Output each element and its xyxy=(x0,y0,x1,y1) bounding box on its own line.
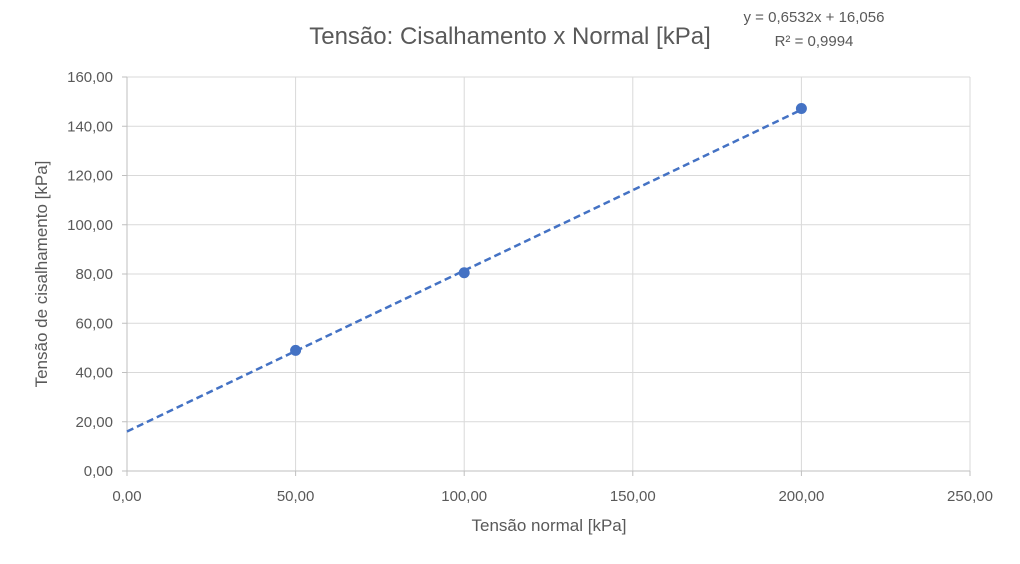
x-tick-label: 250,00 xyxy=(947,488,993,505)
data-point xyxy=(795,103,807,115)
x-tick-label: 200,00 xyxy=(778,488,824,505)
y-tick-label: 60,00 xyxy=(75,315,113,332)
y-tick-labels: 0,00 20,00 40,00 60,00 80,00 100,00 120,00 140,… xyxy=(67,69,113,480)
y-tick-label: 20,00 xyxy=(75,414,113,431)
y-tick-label: 160,00 xyxy=(67,69,113,86)
x-axis-label: Tensão normal [kPa] xyxy=(472,516,627,535)
y-axis-label: Tensão de cisalhamento [kPa] xyxy=(32,161,51,388)
gridlines xyxy=(127,76,971,471)
trendline-r-squared: R² = 0,9994 xyxy=(775,33,854,50)
chart-title: Tensão: Cisalhamento x Normal [kPa] xyxy=(309,23,711,50)
x-tick-labels: 0,00 50,00 100,00 150,00 200,00 250,00 xyxy=(112,488,993,505)
x-tick-label: 0,00 xyxy=(112,488,141,505)
data-point xyxy=(458,267,470,279)
data-points xyxy=(290,103,807,356)
y-tick-label: 0,00 xyxy=(84,463,113,480)
y-tick-label: 40,00 xyxy=(75,365,113,382)
y-tick-label: 100,00 xyxy=(67,217,113,234)
axes xyxy=(122,76,971,476)
trendline xyxy=(126,108,802,433)
x-tick-label: 50,00 xyxy=(277,488,315,505)
x-tick-label: 150,00 xyxy=(610,488,656,505)
x-tick-label: 100,00 xyxy=(441,488,487,505)
trendline-equation: y = 0,6532x + 16,056 xyxy=(744,9,885,26)
data-point xyxy=(290,344,302,356)
trendline-path xyxy=(126,108,802,433)
y-tick-label: 80,00 xyxy=(75,266,113,283)
y-tick-label: 140,00 xyxy=(67,118,113,135)
y-tick-label: 120,00 xyxy=(67,168,113,185)
